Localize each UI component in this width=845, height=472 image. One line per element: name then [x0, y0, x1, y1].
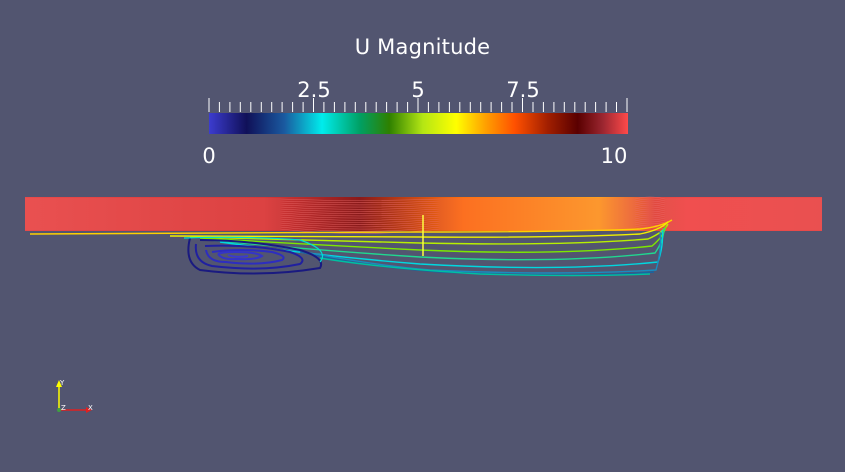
colorbar-ticks [208, 98, 628, 112]
z-axis-arrow [57, 408, 61, 412]
streamline [25, 204, 822, 210]
streamline [25, 200, 822, 206]
streamline [25, 202, 822, 208]
streamline [25, 214, 822, 221]
y-axis-arrow [56, 380, 62, 387]
orientation-axes-triad: Y Z X [56, 379, 93, 413]
x-axis-arrow [86, 407, 92, 413]
y-axis-label: Y [59, 379, 65, 387]
z-axis-label: Z [61, 404, 66, 412]
colorbar-tick-label: 5 [411, 78, 425, 102]
streamline [25, 212, 822, 219]
colorbar-min-label: 0 [202, 144, 216, 168]
colorbar-title: U Magnitude [354, 35, 491, 59]
colorbar-gradient [209, 113, 628, 134]
streamline [25, 222, 822, 230]
streamline [25, 196, 822, 201]
streamline [25, 224, 822, 232]
recirculation-vortex [183, 236, 324, 275]
streamline [25, 210, 822, 217]
streamline [25, 218, 822, 225]
streamline [25, 220, 822, 228]
streamline [25, 216, 822, 223]
colorbar-max-label: 10 [600, 144, 628, 168]
x-axis-label: X [88, 404, 93, 412]
expansion-streamlines [29, 219, 673, 277]
streamline [25, 198, 822, 203]
streamline [25, 206, 822, 212]
streamline [25, 208, 822, 214]
